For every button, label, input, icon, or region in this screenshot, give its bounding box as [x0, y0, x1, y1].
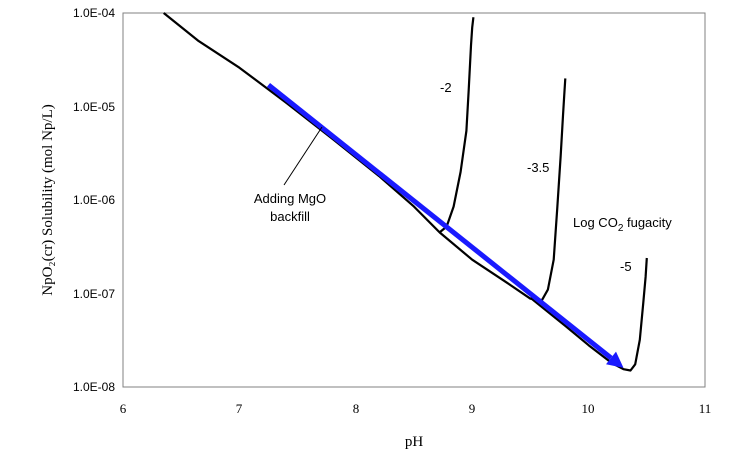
mgo-leader-line — [283, 126, 323, 186]
y-tick-label: 1.0E-04 — [73, 6, 115, 20]
label-co2-minus2: -2 — [440, 80, 452, 95]
x-tick-label: 9 — [469, 401, 476, 416]
x-tick-label: 10 — [582, 401, 595, 416]
label-backfill: backfill — [270, 209, 310, 224]
y-tick-label: 1.0E-07 — [73, 287, 115, 301]
label-log-co2-suffix: fugacity — [623, 215, 672, 230]
mgo-arrow-head — [606, 351, 624, 368]
label-co2-minus5: -5 — [620, 259, 632, 274]
label-log-co2-prefix: Log CO — [573, 215, 618, 230]
x-tick-label: 6 — [120, 401, 127, 416]
series-line-co2-minus2 — [163, 12, 475, 234]
series-line-co2-minus3-5 — [438, 78, 567, 302]
label-log-co2-fugacity: Log CO2 fugacity — [573, 215, 672, 234]
x-axis-title: pH — [405, 434, 424, 450]
x-tick-label: 11 — [699, 401, 712, 416]
x-tick-label: 7 — [236, 401, 243, 416]
y-tick-label: 1.0E-05 — [73, 100, 115, 114]
y-axis-title: NpO₂(cr) Solubility (mol Np/L) — [40, 104, 56, 295]
plot-area-frame — [122, 12, 706, 388]
series-line-co2-minus5 — [529, 257, 648, 372]
label-co2-minus3-5: -3.5 — [527, 160, 549, 175]
x-tick-label: 8 — [353, 401, 360, 416]
label-log-co2-subscript: 2 — [618, 223, 624, 234]
mgo-arrow-shaft — [266, 82, 613, 360]
y-tick-label: 1.0E-08 — [73, 380, 115, 394]
label-adding-mgo: Adding MgO — [254, 191, 326, 206]
y-tick-label: 1.0E-06 — [73, 193, 115, 207]
